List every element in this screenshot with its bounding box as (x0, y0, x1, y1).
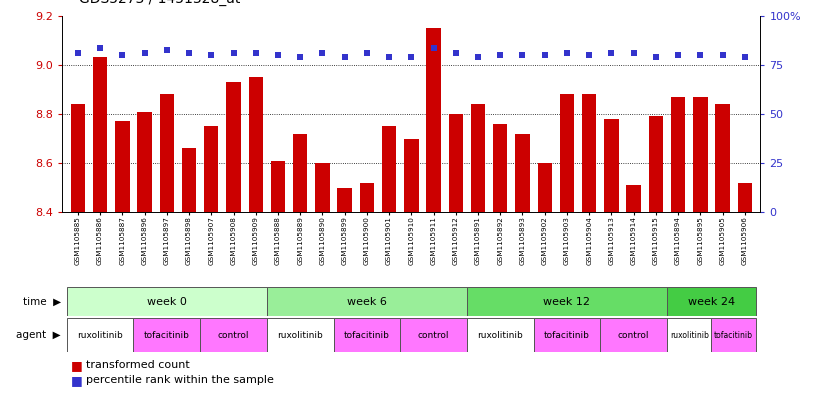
Bar (627, 185, 641, 212)
Point (116, 52, 129, 58)
Point (560, 50, 573, 56)
Point (538, 52, 552, 58)
Bar (426, 28, 440, 212)
Point (182, 50, 195, 56)
Point (738, 54, 751, 61)
Text: ruxolitinib: ruxolitinib (670, 331, 709, 340)
Text: control: control (218, 331, 249, 340)
Bar (667, 287, 756, 316)
Text: tofacitinib: tofacitinib (144, 331, 189, 340)
Point (494, 52, 507, 58)
Point (471, 54, 484, 61)
Point (360, 50, 373, 56)
Point (204, 52, 218, 58)
Text: ■: ■ (71, 374, 82, 387)
Bar (93, 57, 107, 212)
Bar (715, 104, 730, 212)
Text: control: control (618, 331, 649, 340)
Point (338, 54, 352, 61)
Bar (711, 318, 756, 352)
Bar (538, 163, 552, 212)
Bar (560, 94, 574, 212)
Point (450, 50, 463, 56)
Point (694, 52, 707, 58)
Point (627, 50, 641, 56)
Point (293, 54, 307, 61)
Text: time  ▶: time ▶ (22, 297, 61, 307)
Point (160, 47, 174, 53)
Bar (600, 318, 667, 352)
Bar (738, 183, 752, 212)
Bar (134, 318, 200, 352)
Bar (271, 161, 285, 212)
Text: tofacitinib: tofacitinib (344, 331, 390, 340)
Text: week 6: week 6 (347, 297, 386, 307)
Bar (467, 287, 667, 316)
Bar (493, 124, 508, 212)
Bar (404, 139, 419, 212)
Bar (382, 126, 396, 212)
Bar (515, 134, 529, 212)
Bar (401, 318, 467, 352)
Bar (582, 94, 597, 212)
Point (583, 52, 596, 58)
Text: percentile rank within the sample: percentile rank within the sample (86, 375, 273, 386)
Point (516, 52, 529, 58)
Bar (315, 163, 330, 212)
Bar (360, 183, 374, 212)
Bar (66, 287, 267, 316)
Point (71, 50, 85, 56)
Point (716, 52, 730, 58)
Text: tofacitinib: tofacitinib (714, 331, 753, 340)
Bar (267, 318, 333, 352)
Bar (333, 318, 401, 352)
Text: week 0: week 0 (147, 297, 187, 307)
Point (671, 52, 685, 58)
Text: ruxolitinib: ruxolitinib (278, 331, 323, 340)
Text: week 12: week 12 (543, 297, 591, 307)
Text: agent  ▶: agent ▶ (16, 330, 61, 340)
Point (271, 52, 284, 58)
Bar (671, 97, 686, 212)
Point (427, 44, 440, 51)
Text: transformed count: transformed count (86, 360, 189, 370)
Text: GDS5273 / 1451328_at: GDS5273 / 1451328_at (79, 0, 240, 6)
Point (249, 50, 263, 56)
Text: ruxolitinib: ruxolitinib (77, 331, 123, 340)
Bar (248, 77, 263, 212)
Point (405, 54, 418, 61)
Text: week 24: week 24 (688, 297, 735, 307)
Bar (534, 318, 600, 352)
Bar (337, 188, 352, 212)
Point (649, 54, 662, 61)
Bar (449, 114, 463, 212)
Bar (66, 318, 134, 352)
Point (93, 44, 106, 51)
Bar (137, 112, 152, 212)
Bar (204, 126, 219, 212)
Bar (604, 119, 618, 212)
Bar (693, 97, 707, 212)
Bar (160, 94, 174, 212)
Bar (200, 318, 267, 352)
Bar (182, 148, 196, 212)
Bar (226, 82, 241, 212)
Bar (649, 116, 663, 212)
Text: ■: ■ (71, 359, 82, 372)
Bar (267, 287, 467, 316)
Point (316, 50, 329, 56)
Bar (667, 318, 711, 352)
Point (227, 50, 240, 56)
Text: control: control (418, 331, 450, 340)
Bar (467, 318, 534, 352)
Text: ruxolitinib: ruxolitinib (477, 331, 524, 340)
Point (382, 54, 396, 61)
Bar (293, 134, 307, 212)
Point (605, 50, 618, 56)
Point (138, 50, 151, 56)
Bar (71, 104, 85, 212)
Text: tofacitinib: tofacitinib (544, 331, 590, 340)
Bar (116, 121, 130, 212)
Bar (471, 104, 485, 212)
